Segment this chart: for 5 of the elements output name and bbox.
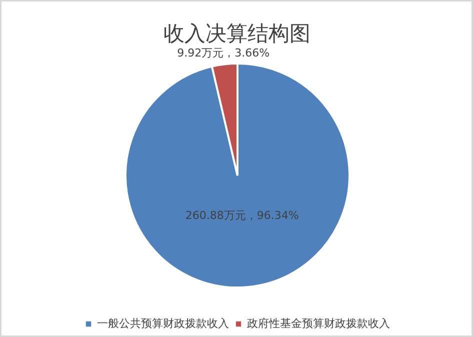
legend-label: 政府性基金预算财政拨款收入 (247, 316, 390, 331)
data-label: 260.88万元，96.34% (185, 209, 299, 222)
chart-title: 收入决算结构图 (164, 22, 310, 46)
legend-label: 一般公共预算财政拨款收入 (97, 316, 229, 331)
data-label: 9.92万元，3.66% (177, 46, 270, 60)
